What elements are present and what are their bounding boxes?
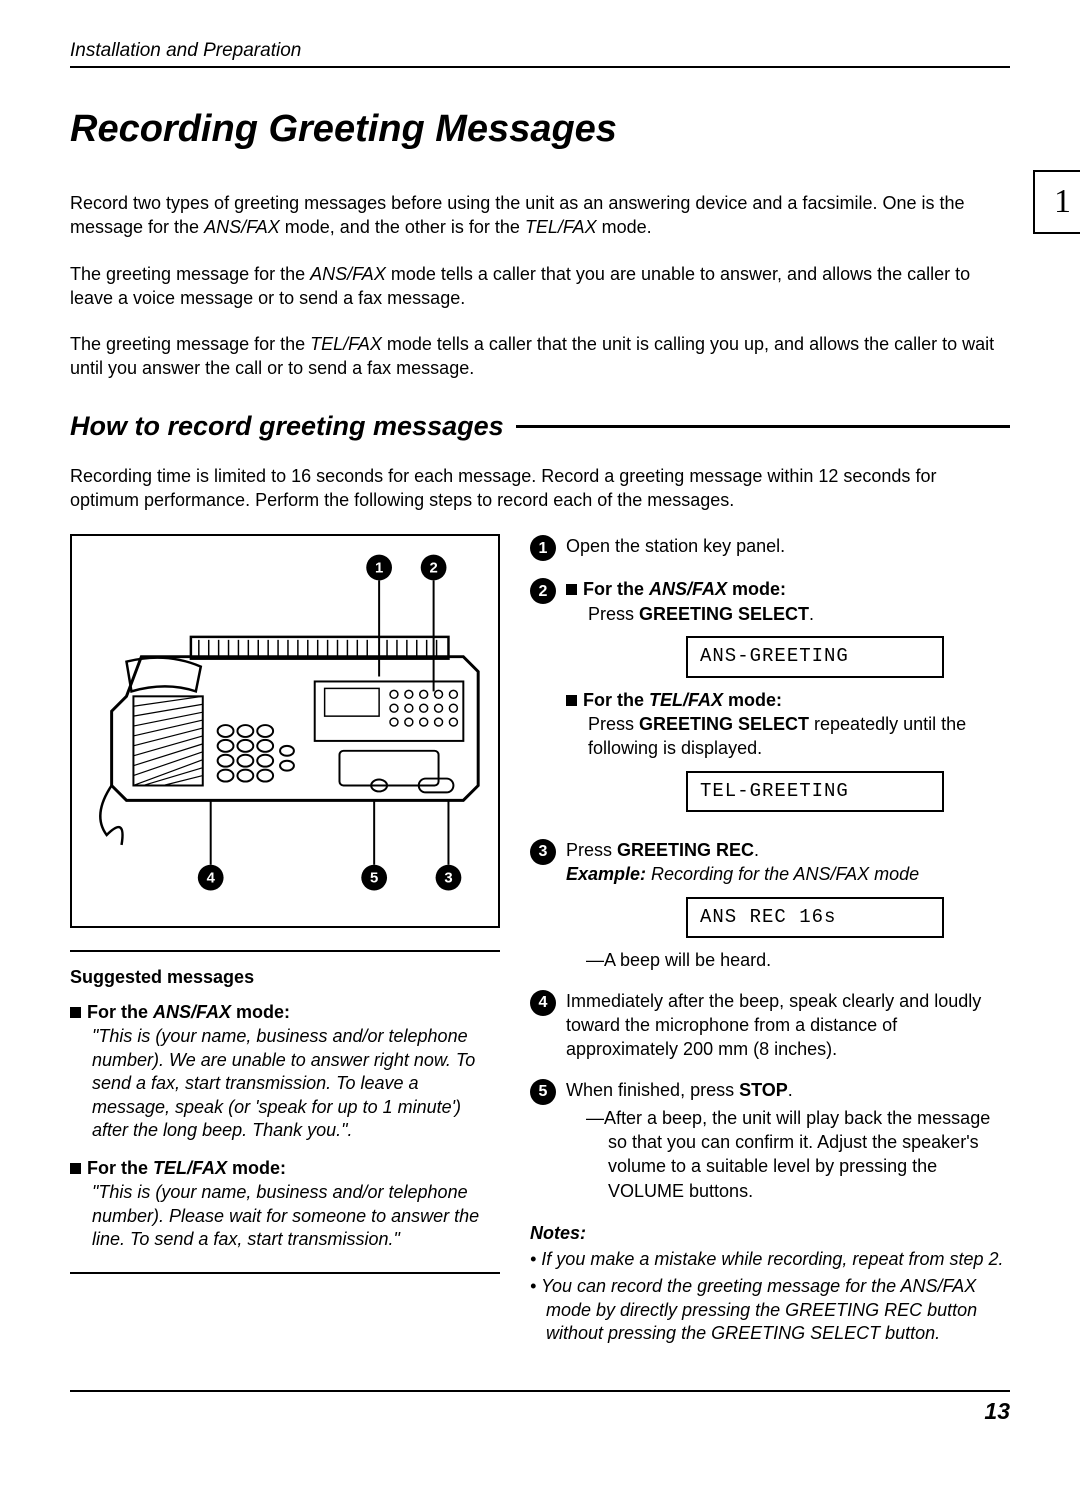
t: TEL/FAX — [153, 1158, 227, 1178]
t: TEL/FAX — [649, 690, 723, 710]
t: Press — [588, 714, 639, 734]
t: ANS/FAX — [153, 1002, 231, 1022]
notes-title: Notes: — [530, 1223, 1010, 1244]
section-header: Installation and Preparation — [70, 40, 1010, 68]
suggested-ans-text: "This is (your name, business and/or tel… — [92, 1025, 500, 1142]
divider — [70, 1272, 500, 1274]
svg-text:1: 1 — [375, 561, 383, 577]
step-num-icon: 1 — [530, 535, 556, 561]
t: For the TEL/FAX mode: — [583, 690, 782, 710]
t: STOP — [739, 1080, 788, 1100]
t: mode: — [227, 1158, 286, 1178]
divider — [70, 950, 500, 952]
beep-note: —A beep will be heard. — [586, 948, 1010, 972]
step-num-icon: 3 — [530, 839, 556, 865]
step-body: When finished, press STOP. —After a beep… — [566, 1078, 1010, 1203]
lcd-display: ANS REC 16s — [686, 897, 944, 939]
intro-para-1: Record two types of greeting messages be… — [70, 191, 1010, 240]
lcd-display: TEL-GREETING — [686, 771, 944, 813]
text: The greeting message for the — [70, 334, 310, 354]
t: mode: — [231, 1002, 290, 1022]
bullet-icon — [566, 695, 577, 706]
t: For the ANS/FAX mode: — [583, 579, 786, 599]
page-number: 13 — [70, 1390, 1010, 1425]
step-num-icon: 4 — [530, 990, 556, 1016]
suggested-tel-text: "This is (your name, business and/or tel… — [92, 1181, 500, 1251]
step-body: Open the station key panel. — [566, 534, 1010, 561]
t: ANS/FAX — [649, 579, 727, 599]
suggested-tel: For the TEL/FAX mode: "This is (your nam… — [70, 1158, 500, 1251]
step-body: Press GREETING REC. Example: Recording f… — [566, 838, 1010, 973]
step-body: For the ANS/FAX mode: Press GREETING SEL… — [566, 577, 1010, 822]
svg-text:3: 3 — [444, 871, 452, 887]
t: GREETING REC — [617, 840, 754, 860]
step-3: 3 Press GREETING REC. Example: Recording… — [530, 838, 1010, 973]
text: TEL/FAX — [310, 334, 382, 354]
subtitle: How to record greeting messages — [70, 411, 504, 442]
t: Press — [588, 604, 639, 624]
text: ANS/FAX — [204, 217, 280, 237]
lcd-display: ANS-GREETING — [686, 636, 944, 678]
note-1: • If you make a mistake while recording,… — [530, 1248, 1010, 1271]
step-1: 1 Open the station key panel. — [530, 534, 1010, 561]
record-intro: Recording time is limited to 16 seconds … — [70, 464, 1010, 513]
t: GREETING SELECT — [639, 714, 809, 734]
t: Press — [566, 840, 617, 860]
text: ANS/FAX — [310, 264, 386, 284]
t: For the — [87, 1002, 153, 1022]
page-title: Recording Greeting Messages — [70, 108, 1010, 151]
t: GREETING SELECT — [639, 604, 809, 624]
subtitle-rule — [516, 425, 1010, 428]
t: mode: — [727, 579, 786, 599]
t: Recording for the ANS/FAX mode — [646, 864, 919, 884]
bullet-icon — [70, 1163, 81, 1174]
step-5: 5 When finished, press STOP. —After a be… — [530, 1078, 1010, 1203]
text: mode, and the other is for the — [280, 217, 525, 237]
suggested-ans: For the ANS/FAX mode: "This is (your nam… — [70, 1002, 500, 1142]
intro-para-3: The greeting message for the TEL/FAX mod… — [70, 332, 1010, 381]
text: The greeting message for the — [70, 264, 310, 284]
step-num-icon: 5 — [530, 1079, 556, 1105]
label: For the TEL/FAX mode: — [87, 1158, 286, 1178]
suggested-title: Suggested messages — [70, 967, 500, 988]
chapter-tab: 1 — [1033, 170, 1080, 234]
note-2: • You can record the greeting message fo… — [530, 1275, 1010, 1345]
fax-diagram: 1 2 — [70, 534, 500, 928]
fax-illustration-icon: 1 2 — [72, 536, 498, 926]
subtitle-row: How to record greeting messages — [70, 411, 1010, 442]
step-body: Immediately after the beep, speak clearl… — [566, 989, 1010, 1062]
label: For the ANS/FAX mode: — [87, 1002, 290, 1022]
t: For the — [87, 1158, 153, 1178]
chapter-number: 1 — [1054, 183, 1071, 221]
t: mode: — [723, 690, 782, 710]
t: When finished, press — [566, 1080, 739, 1100]
bullet-icon — [566, 584, 577, 595]
svg-text:4: 4 — [207, 871, 216, 887]
svg-text:2: 2 — [429, 561, 437, 577]
step-2: 2 For the ANS/FAX mode: Press GREETING S… — [530, 577, 1010, 822]
bullet-icon — [70, 1007, 81, 1018]
t: For the — [583, 690, 649, 710]
playback-note: —After a beep, the unit will play back t… — [586, 1106, 1010, 1203]
t: Example: — [566, 864, 646, 884]
text: TEL/FAX — [525, 217, 597, 237]
text: mode. — [597, 217, 652, 237]
step-4: 4 Immediately after the beep, speak clea… — [530, 989, 1010, 1062]
intro-para-2: The greeting message for the ANS/FAX mod… — [70, 262, 1010, 311]
svg-text:5: 5 — [370, 871, 378, 887]
step-num-icon: 2 — [530, 578, 556, 604]
t: For the — [583, 579, 649, 599]
